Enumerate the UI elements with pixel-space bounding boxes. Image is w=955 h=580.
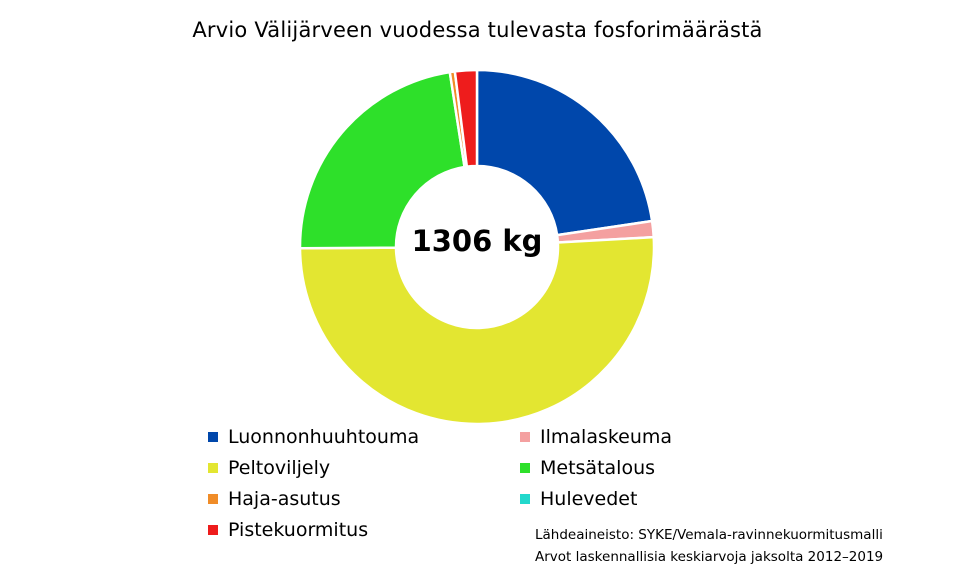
legend-item-ilmalaskeuma: Ilmalaskeuma xyxy=(520,425,672,449)
source-line-2: Arvot laskennallisia keskiarvoja jaksolt… xyxy=(535,549,884,565)
chart-title: Arvio Välijärveen vuodessa tulevasta fos… xyxy=(192,18,763,42)
legend-label: Haja-asutus xyxy=(228,488,341,510)
total-label: 1306 kg xyxy=(411,224,543,258)
legend-label: Luonnonhuuhtouma xyxy=(228,426,420,448)
legend-label: Ilmalaskeuma xyxy=(540,426,673,448)
legend-item-haja-asutus: Haja-asutus xyxy=(208,487,341,511)
legend-item-hulevedet: Hulevedet xyxy=(520,487,637,511)
legend-swatch xyxy=(520,463,530,473)
source-line-1: Lähdeaineisto: SYKE/Vemala-ravinnekuormi… xyxy=(535,527,883,543)
legend-swatch xyxy=(208,494,218,504)
legend-swatch xyxy=(208,525,218,535)
slice-luonnonhuuhtouma xyxy=(475,68,654,237)
legend-label: Metsätalous xyxy=(540,457,656,479)
legend-swatch xyxy=(208,463,218,473)
slice-metsätalous xyxy=(298,70,466,250)
legend-item-luonnonhuuhtouma: Luonnonhuuhtouma xyxy=(208,425,419,449)
legend-label: Pistekuormitus xyxy=(228,519,369,541)
slice-peltoviljely xyxy=(298,235,656,426)
slice-pistekuormitus xyxy=(453,68,479,168)
legend-swatch xyxy=(520,432,530,442)
legend-item-pistekuormitus: Pistekuormitus xyxy=(208,518,368,542)
legend-item-peltoviljely: Peltoviljely xyxy=(208,456,330,480)
legend-swatch xyxy=(520,494,530,504)
legend-label: Peltoviljely xyxy=(228,457,331,479)
legend-swatch xyxy=(208,432,218,442)
legend-label: Hulevedet xyxy=(540,488,638,510)
legend-item-metsätalous: Metsätalous xyxy=(520,456,655,480)
